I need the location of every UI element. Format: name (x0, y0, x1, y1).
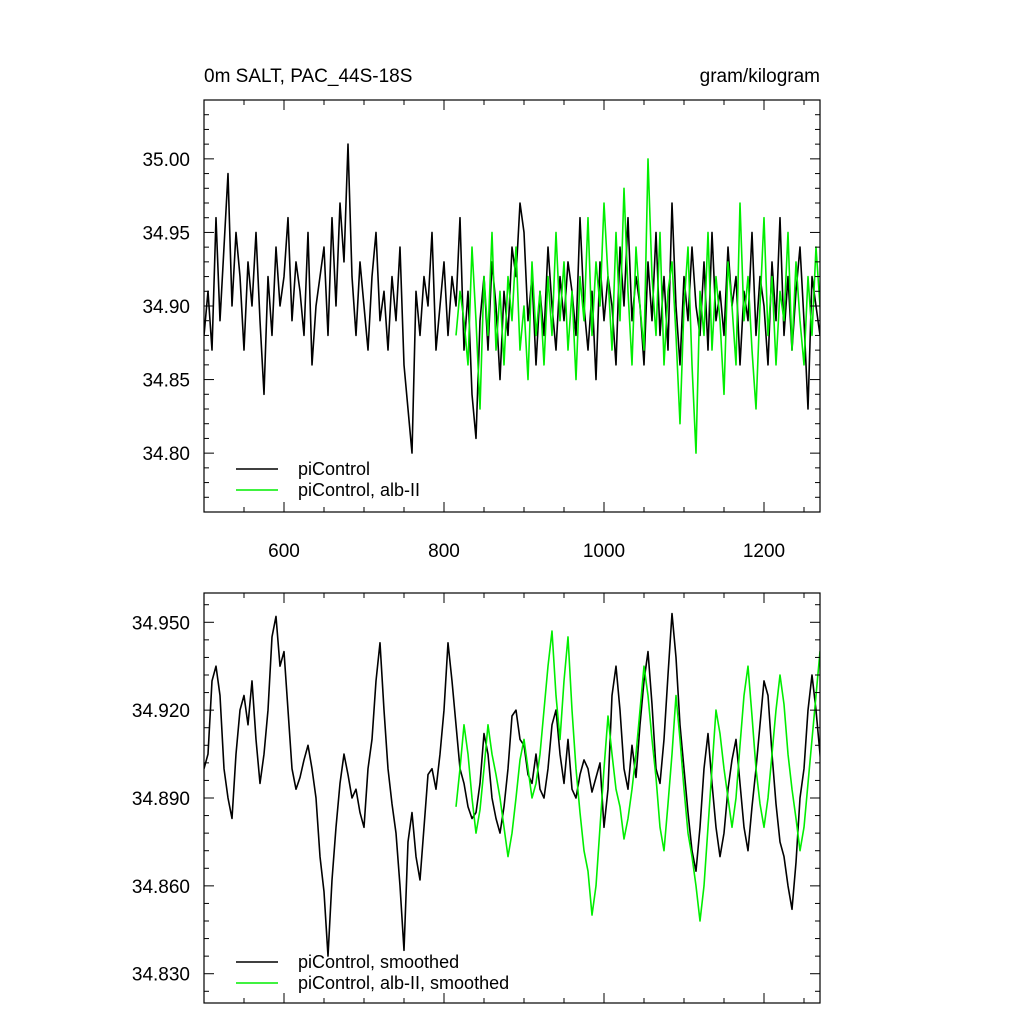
y-tick-label: 34.90 (142, 297, 190, 318)
y-tick-label: 34.80 (142, 444, 190, 465)
legend-label: piControl (298, 459, 370, 479)
y-tick-label: 34.95 (142, 223, 190, 244)
y-tick-label: 34.890 (132, 789, 190, 810)
series-line-picontrol (204, 143, 820, 454)
title-left: 0m SALT, PAC_44S-18S (204, 66, 412, 87)
x-tick-label: 800 (428, 541, 460, 562)
top-ticks-group: 600 800 1000 1200 34.80 34.85 34.90 34.95 35.00 (142, 99, 821, 562)
top-series-group (204, 143, 820, 454)
top-panel: 0m SALT, PAC_44S-18S gram/kilogram 600 80… (142, 66, 821, 562)
y-tick-label: 34.830 (132, 965, 190, 986)
y-tick-label: 34.860 (132, 877, 190, 898)
x-tick-label: 1200 (743, 541, 785, 562)
series-line-picontrol-alb-ii-smoothed (455, 630, 820, 922)
x-tick-label: 600 (268, 541, 300, 562)
series-line-picontrol-smoothed (204, 612, 820, 957)
y-tick-label: 35.00 (142, 150, 190, 171)
bottom-ticks-group: 34.830 34.860 34.890 34.920 34.950 (132, 592, 821, 1004)
bottom-series-group (204, 612, 820, 957)
bottom-panel: 34.830 34.860 34.890 34.920 34.950 piControl… (132, 592, 821, 1004)
series-line-picontrol-alb-ii (455, 158, 820, 454)
x-tick-label: 1000 (583, 541, 625, 562)
title-right-units: gram/kilogram (700, 66, 820, 87)
legend-label: piControl, alb-II (298, 480, 420, 500)
y-tick-label: 34.920 (132, 701, 190, 722)
legend-label: piControl, alb-II, smoothed (298, 973, 509, 993)
y-tick-label: 34.950 (132, 613, 190, 634)
y-tick-label: 34.85 (142, 371, 190, 392)
legend-label: piControl, smoothed (298, 952, 459, 972)
